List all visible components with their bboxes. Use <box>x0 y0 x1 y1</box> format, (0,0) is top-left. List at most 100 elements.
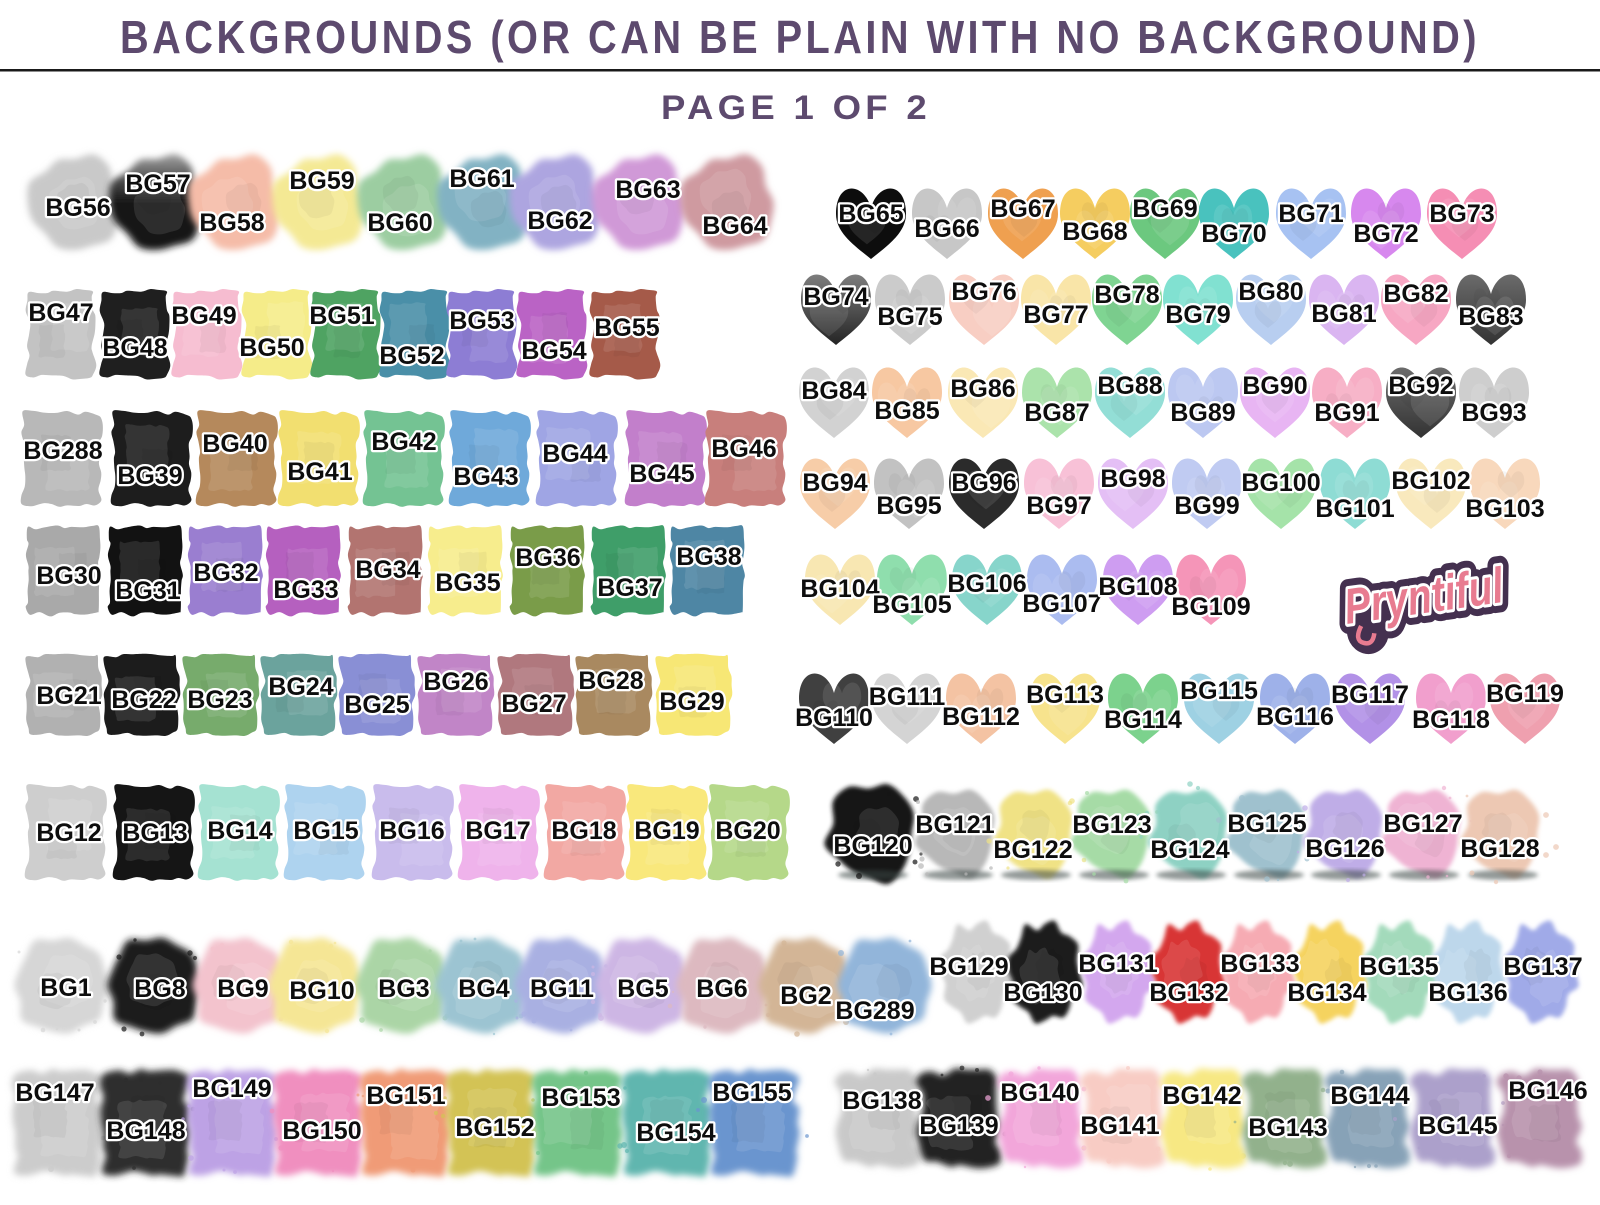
svg-text:BG6: BG6 <box>696 975 747 1003</box>
svg-text:BG107: BG107 <box>1022 590 1101 618</box>
svg-text:BG92: BG92 <box>1388 372 1453 400</box>
svg-text:BG115: BG115 <box>1180 677 1258 705</box>
svg-text:BG80: BG80 <box>1238 278 1303 306</box>
svg-text:BG43: BG43 <box>453 463 518 491</box>
svg-text:BG18: BG18 <box>551 817 616 845</box>
svg-text:BG86: BG86 <box>950 375 1015 403</box>
svg-text:BG96: BG96 <box>951 469 1016 497</box>
svg-text:BG59: BG59 <box>289 167 354 195</box>
svg-text:BG73: BG73 <box>1429 200 1494 228</box>
svg-text:BG149: BG149 <box>192 1075 271 1103</box>
svg-text:BG134: BG134 <box>1287 979 1366 1007</box>
svg-text:BG36: BG36 <box>515 544 580 572</box>
svg-text:BG42: BG42 <box>371 428 436 456</box>
svg-text:BG89: BG89 <box>1170 399 1235 427</box>
svg-text:BG3: BG3 <box>378 975 429 1003</box>
svg-text:BACKGROUNDS (OR CAN BE PLAIN W: BACKGROUNDS (OR CAN BE PLAIN WITH NO BAC… <box>120 11 1480 63</box>
svg-text:BG76: BG76 <box>951 278 1016 306</box>
svg-text:BG56: BG56 <box>45 194 110 222</box>
svg-text:BG142: BG142 <box>1162 1082 1241 1110</box>
svg-text:BG90: BG90 <box>1242 372 1307 400</box>
svg-text:BG154: BG154 <box>636 1119 715 1147</box>
svg-text:BG147: BG147 <box>15 1079 94 1107</box>
svg-text:BG67: BG67 <box>990 195 1055 223</box>
svg-text:BG85: BG85 <box>874 397 939 425</box>
svg-text:BG45: BG45 <box>629 460 694 488</box>
svg-text:BG152: BG152 <box>455 1114 534 1142</box>
svg-text:BG51: BG51 <box>309 302 374 330</box>
svg-text:BG105: BG105 <box>872 591 951 619</box>
svg-text:BG131: BG131 <box>1078 950 1157 978</box>
svg-text:BG72: BG72 <box>1353 220 1418 248</box>
svg-text:BG50: BG50 <box>239 334 304 362</box>
svg-text:BG122: BG122 <box>993 836 1072 864</box>
svg-text:BG116: BG116 <box>1256 703 1334 731</box>
svg-text:BG27: BG27 <box>501 690 566 718</box>
svg-text:BG78: BG78 <box>1094 281 1159 309</box>
svg-text:BG70: BG70 <box>1201 220 1266 248</box>
svg-text:BG38: BG38 <box>676 543 741 571</box>
svg-text:BG95: BG95 <box>876 492 941 520</box>
svg-text:BG98: BG98 <box>1100 465 1165 493</box>
svg-text:BG79: BG79 <box>1165 301 1230 329</box>
svg-text:BG125: BG125 <box>1227 810 1306 838</box>
svg-text:BG62: BG62 <box>527 207 592 235</box>
svg-text:BG54: BG54 <box>521 337 586 365</box>
svg-text:BG35: BG35 <box>435 569 500 597</box>
svg-text:BG136: BG136 <box>1428 979 1507 1007</box>
svg-text:BG21: BG21 <box>36 682 101 710</box>
svg-text:BG100: BG100 <box>1241 469 1320 497</box>
svg-text:BG49: BG49 <box>171 302 236 330</box>
svg-text:BG53: BG53 <box>449 307 514 335</box>
svg-text:BG118: BG118 <box>1412 706 1490 734</box>
svg-text:BG151: BG151 <box>366 1082 445 1110</box>
svg-text:BG124: BG124 <box>1150 836 1229 864</box>
svg-text:BG129: BG129 <box>929 953 1008 981</box>
svg-text:BG48: BG48 <box>102 334 167 362</box>
svg-text:BG30: BG30 <box>36 562 101 590</box>
svg-text:BG82: BG82 <box>1383 280 1448 308</box>
svg-text:BG71: BG71 <box>1278 200 1343 228</box>
svg-text:BG57: BG57 <box>125 170 190 198</box>
svg-text:BG120: BG120 <box>833 832 912 860</box>
svg-text:BG20: BG20 <box>715 817 780 845</box>
svg-text:BG132: BG132 <box>1149 979 1228 1007</box>
svg-text:BG150: BG150 <box>282 1117 361 1145</box>
svg-text:BG10: BG10 <box>289 977 354 1005</box>
svg-text:BG28: BG28 <box>578 667 643 695</box>
svg-text:BG4: BG4 <box>458 975 510 1003</box>
svg-text:BG14: BG14 <box>207 817 272 845</box>
svg-text:BG63: BG63 <box>615 176 680 204</box>
svg-text:BG104: BG104 <box>800 575 879 603</box>
svg-text:BG46: BG46 <box>711 435 776 463</box>
svg-text:BG127: BG127 <box>1383 810 1462 838</box>
svg-text:BG68: BG68 <box>1062 218 1127 246</box>
svg-text:BG117: BG117 <box>1331 681 1409 709</box>
svg-text:BG135: BG135 <box>1359 953 1438 981</box>
svg-text:BG15: BG15 <box>293 817 358 845</box>
svg-text:BG112: BG112 <box>942 703 1020 731</box>
svg-text:BG60: BG60 <box>367 209 432 237</box>
svg-text:BG52: BG52 <box>379 342 444 370</box>
svg-text:BG121: BG121 <box>915 811 994 839</box>
svg-text:BG139: BG139 <box>919 1112 998 1140</box>
svg-text:BG97: BG97 <box>1026 492 1091 520</box>
svg-text:BG13: BG13 <box>122 819 187 847</box>
svg-text:BG141: BG141 <box>1080 1112 1159 1140</box>
svg-text:BG2: BG2 <box>780 982 831 1010</box>
svg-text:BG44: BG44 <box>542 440 607 468</box>
svg-text:BG37: BG37 <box>597 574 662 602</box>
svg-text:BG55: BG55 <box>594 314 659 342</box>
svg-text:BG110: BG110 <box>795 704 873 732</box>
svg-text:BG24: BG24 <box>268 673 333 701</box>
svg-text:BG29: BG29 <box>659 688 724 716</box>
svg-text:BG113: BG113 <box>1026 681 1104 709</box>
svg-text:BG22: BG22 <box>111 686 176 714</box>
svg-text:BG11: BG11 <box>530 975 594 1003</box>
svg-text:BG93: BG93 <box>1461 399 1526 427</box>
svg-text:BG101: BG101 <box>1315 495 1394 523</box>
svg-text:BG39: BG39 <box>117 462 182 490</box>
svg-text:BG17: BG17 <box>465 817 530 845</box>
svg-text:BG102: BG102 <box>1391 467 1470 495</box>
svg-text:BG74: BG74 <box>803 283 868 311</box>
